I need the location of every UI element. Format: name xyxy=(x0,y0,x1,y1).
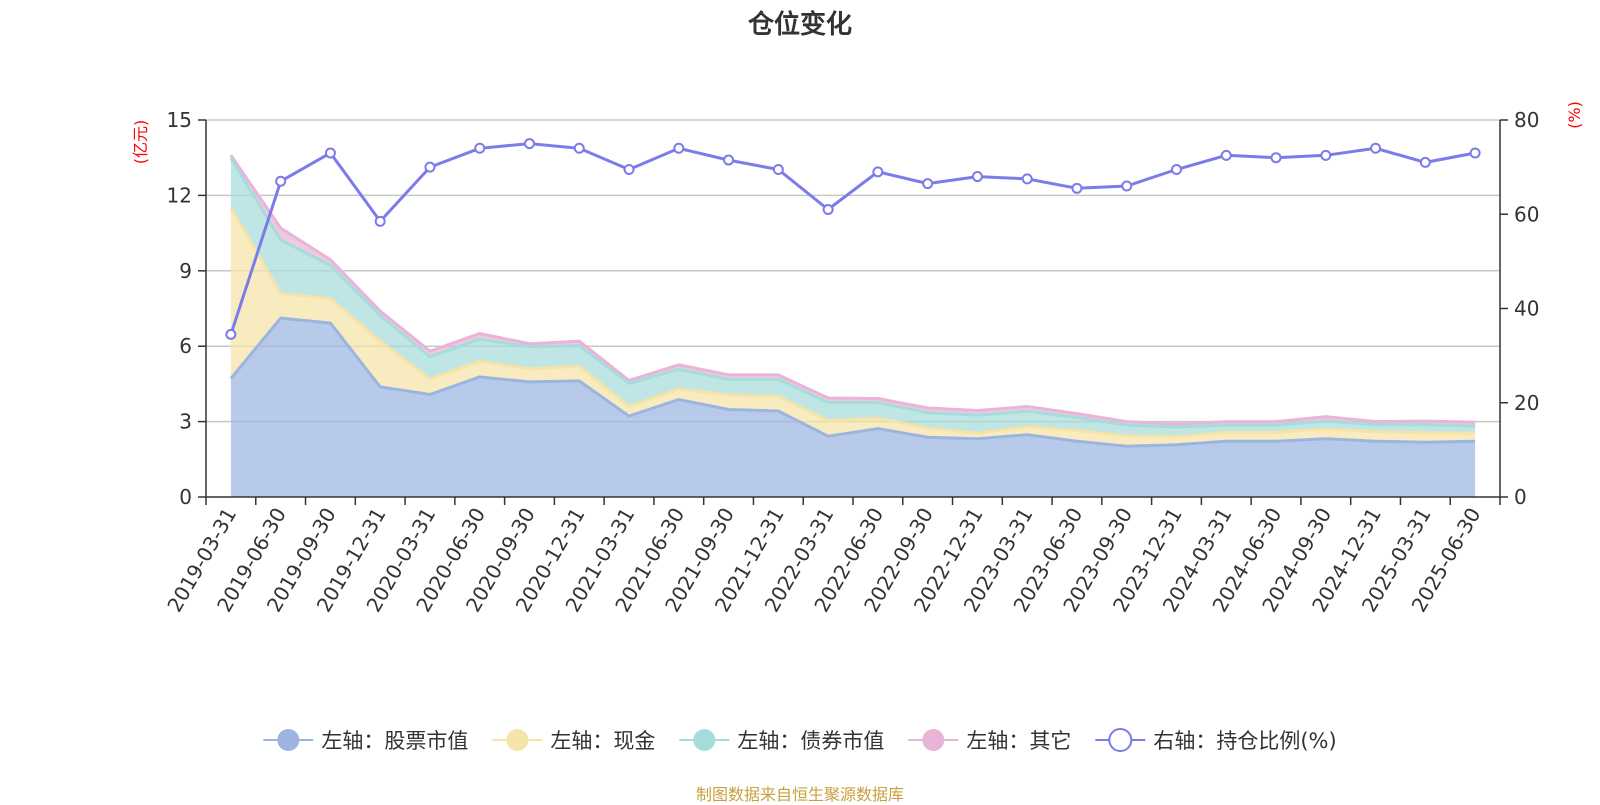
ratio-point-2 xyxy=(324,147,336,159)
ratio-point-4 xyxy=(424,161,436,173)
stacked-areas xyxy=(229,154,1476,497)
ratio-point-9 xyxy=(673,142,685,154)
ratio-point-3 xyxy=(374,215,386,227)
right-axis-unit-label: (%) xyxy=(1565,101,1584,129)
ratio-point-24 xyxy=(1419,156,1431,168)
ratio-point-14 xyxy=(922,178,934,190)
area-edge-series-0 xyxy=(229,316,1476,448)
legend-label-2: 左轴：债券市值 xyxy=(737,729,884,753)
ratio-point-19 xyxy=(1171,163,1182,175)
ratio-line xyxy=(225,138,1481,340)
legend: 左轴：股票市值 左轴：现金 左轴：债券市值 左轴：其它 右轴：持仓比例(%) xyxy=(263,728,1337,753)
legend-marker-1 xyxy=(506,729,529,751)
ratio-point-22 xyxy=(1320,149,1332,161)
ratio-point-1 xyxy=(275,175,287,187)
ratio-point-20 xyxy=(1220,149,1232,161)
ratio-point-18 xyxy=(1121,180,1133,192)
legend-label-4: 右轴：持仓比例(%) xyxy=(1153,729,1336,753)
ratio-point-11 xyxy=(772,163,784,175)
ratio-point-25 xyxy=(1469,147,1481,159)
ratio-line-path xyxy=(229,142,1476,335)
legend-label-1: 左轴：现金 xyxy=(550,729,655,753)
legend-label-3: 左轴：其它 xyxy=(966,729,1071,753)
ratio-point-23 xyxy=(1370,142,1382,154)
ratio-point-17 xyxy=(1071,182,1083,194)
ratio-point-8 xyxy=(623,163,635,175)
right-tick-label-2: 40 xyxy=(1514,297,1539,321)
ratio-point-13 xyxy=(872,166,884,178)
chart-title: 仓位变化 xyxy=(747,10,852,40)
area-series-0 xyxy=(230,318,1476,497)
legend-marker-4 xyxy=(1108,728,1133,752)
ratio-point-7 xyxy=(573,142,585,154)
ratio-point-16 xyxy=(1021,173,1033,185)
ratio-point-12 xyxy=(822,204,834,216)
left-tick-label-1: 3 xyxy=(179,410,192,434)
area-edge-series-1 xyxy=(229,207,1476,439)
right-tick-label-3: 60 xyxy=(1514,202,1539,226)
ratio-point-15 xyxy=(971,171,983,183)
source-note: 制图数据来自恒生聚源数据库 xyxy=(695,785,904,804)
ratio-point-6 xyxy=(524,138,535,150)
left-tick-label-2: 6 xyxy=(179,334,192,358)
right-tick-label-1: 20 xyxy=(1514,391,1539,415)
right-tick-label-0: 0 xyxy=(1514,485,1527,509)
left-tick-label-4: 12 xyxy=(167,183,192,207)
ratio-point-5 xyxy=(474,142,486,154)
ratio-point-21 xyxy=(1270,152,1282,164)
legend-label-0: 左轴：股票市值 xyxy=(321,729,468,753)
ratio-point-0 xyxy=(225,328,237,340)
left-tick-label-3: 9 xyxy=(179,259,192,283)
area-edge-series-2 xyxy=(229,157,1476,429)
legend-marker-0 xyxy=(277,729,300,751)
left-tick-label-5: 15 xyxy=(167,108,192,132)
left-axis-unit-label: (亿元) xyxy=(131,120,150,165)
right-tick-label-4: 80 xyxy=(1514,108,1539,132)
ratio-point-10 xyxy=(723,154,735,166)
legend-marker-2 xyxy=(693,729,716,751)
area-edge-series-3 xyxy=(229,154,1476,426)
legend-marker-3 xyxy=(922,729,945,751)
left-tick-label-0: 0 xyxy=(179,485,192,509)
